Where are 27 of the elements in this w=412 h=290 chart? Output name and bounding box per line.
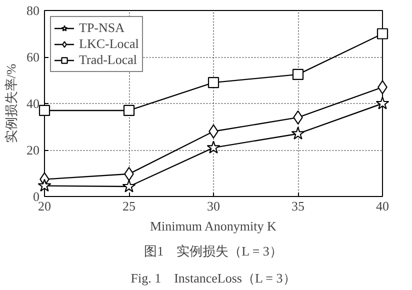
y-axis-title: 实例损失率/%	[4, 64, 18, 144]
point	[376, 96, 390, 110]
point	[208, 77, 220, 88]
y-tick-label: 20	[26, 142, 40, 158]
x-tick-label: 30	[207, 198, 220, 214]
caption: 图1 实例损失（L = 3）	[144, 244, 282, 258]
caption: Fig. 1 InstanceLoss（L = 3）	[130, 270, 296, 286]
point	[206, 140, 220, 154]
point	[38, 178, 52, 192]
x-tick-label: 20	[38, 198, 51, 214]
point	[123, 104, 135, 116]
point	[292, 68, 304, 80]
x-axis-title: Minimum Anonymity K	[150, 218, 277, 234]
y-tick-label: 60	[26, 50, 40, 64]
legend-label: TP-NSA	[79, 20, 125, 36]
x-tick-label: 35	[292, 198, 304, 214]
point	[376, 28, 388, 40]
y-tick-label: 80	[26, 3, 40, 18]
point	[122, 179, 136, 192]
legend-label: Trad-Local	[79, 52, 138, 68]
x-tick-label: 40	[376, 198, 389, 214]
legend-label: LKC-Local	[79, 36, 139, 52]
x-tick-label: 25	[122, 198, 136, 214]
y-tick-label: 0	[33, 189, 40, 204]
y-tick-label: 40	[26, 96, 40, 111]
point	[38, 104, 50, 116]
point	[291, 126, 305, 140]
